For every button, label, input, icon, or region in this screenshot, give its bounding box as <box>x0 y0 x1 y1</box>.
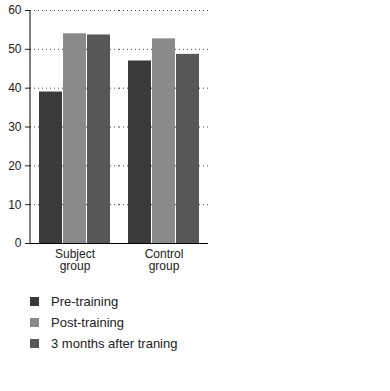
svg-text:50: 50 <box>8 42 22 56</box>
svg-text:10: 10 <box>8 198 22 212</box>
svg-text:30: 30 <box>8 120 22 134</box>
html-text:Pre-training: Pre-training <box>51 294 119 309</box>
svg-text:Subjectgroup: Subjectgroup <box>55 247 96 273</box>
svg-text:Controlgroup: Controlgroup <box>145 247 184 273</box>
svg-text:40: 40 <box>8 81 22 95</box>
svg-text:60: 60 <box>8 3 22 17</box>
html-text:Post-training: Post-training <box>51 315 124 330</box>
svg-text:0: 0 <box>15 236 22 250</box>
svg-text:20: 20 <box>8 159 22 173</box>
html-text:3 months after traning: 3 months after traning <box>51 336 178 351</box>
